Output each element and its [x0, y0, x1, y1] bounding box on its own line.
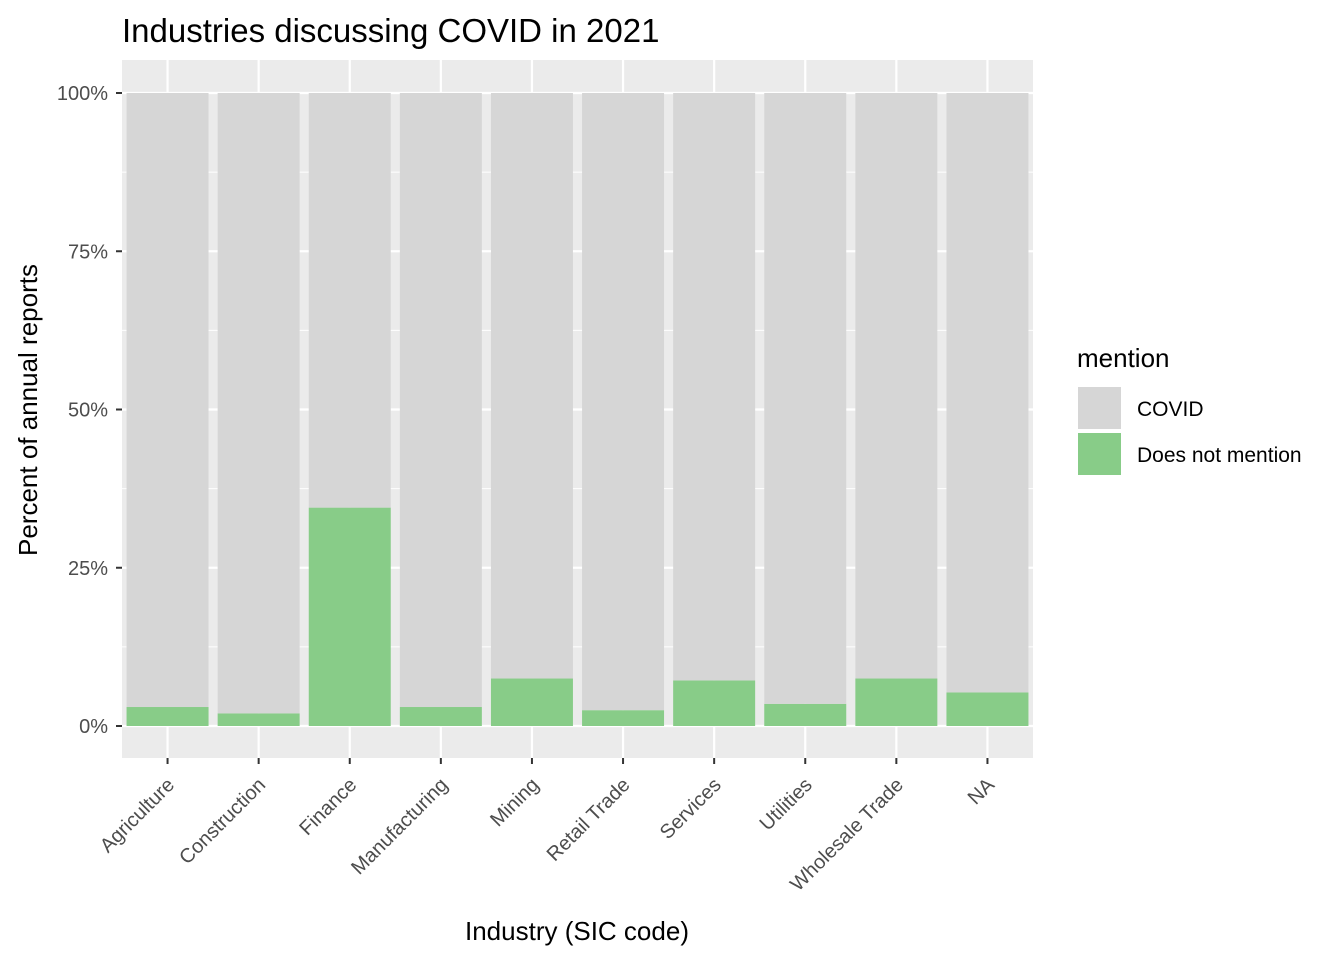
- bar-does-not-mention: [217, 713, 300, 726]
- y-axis: 0% 25% 50% 75% 100%: [57, 83, 122, 738]
- y-tick-label: 50%: [68, 400, 108, 422]
- bar-covid: [946, 93, 1029, 693]
- y-tick-label: 0%: [79, 716, 108, 738]
- bar-covid: [855, 93, 938, 679]
- y-tick-label: 100%: [57, 83, 108, 105]
- legend-title: mention: [1077, 343, 1170, 373]
- legend-label: COVID: [1137, 398, 1204, 421]
- y-axis-title: Percent of annual reports: [13, 264, 43, 556]
- bar-does-not-mention: [126, 707, 209, 726]
- bar-covid: [308, 93, 391, 508]
- bar-covid: [217, 93, 300, 714]
- x-tick-label: Utilities: [756, 774, 817, 835]
- x-tick-label: Finance: [295, 774, 361, 840]
- bar-covid: [673, 93, 756, 681]
- x-tick-label: Retail Trade: [543, 774, 635, 866]
- bar-covid: [582, 93, 665, 711]
- bar-covid: [764, 93, 847, 704]
- legend-key-covid: [1076, 385, 1123, 431]
- legend-key-does-not-mention: [1076, 431, 1123, 477]
- legend: mention COVID Does not mention: [1076, 343, 1302, 477]
- bars: [126, 93, 1029, 726]
- bar-does-not-mention: [946, 692, 1029, 726]
- legend-label: Does not mention: [1137, 444, 1302, 467]
- x-tick-label: Manufacturing: [347, 774, 452, 879]
- bar-does-not-mention: [308, 507, 391, 726]
- x-tick-label: Agriculture: [96, 774, 179, 857]
- x-tick-label: Construction: [175, 774, 270, 869]
- bar-does-not-mention: [855, 678, 938, 726]
- bar-covid: [399, 93, 482, 708]
- chart-title: Industries discussing COVID in 2021: [122, 12, 659, 49]
- bar-covid: [490, 93, 573, 679]
- bar-covid: [126, 93, 209, 708]
- bar-does-not-mention: [673, 680, 756, 726]
- bar-does-not-mention: [764, 703, 847, 726]
- bar-does-not-mention: [399, 707, 482, 726]
- y-tick-label: 75%: [68, 241, 108, 263]
- x-axis-title: Industry (SIC code): [465, 916, 689, 946]
- bar-does-not-mention: [582, 710, 665, 726]
- y-tick-label: 25%: [68, 558, 108, 580]
- x-tick-label: Mining: [486, 774, 543, 831]
- bar-does-not-mention: [490, 678, 573, 726]
- x-tick-label: NA: [964, 774, 1000, 810]
- x-tick-label: Services: [656, 774, 726, 844]
